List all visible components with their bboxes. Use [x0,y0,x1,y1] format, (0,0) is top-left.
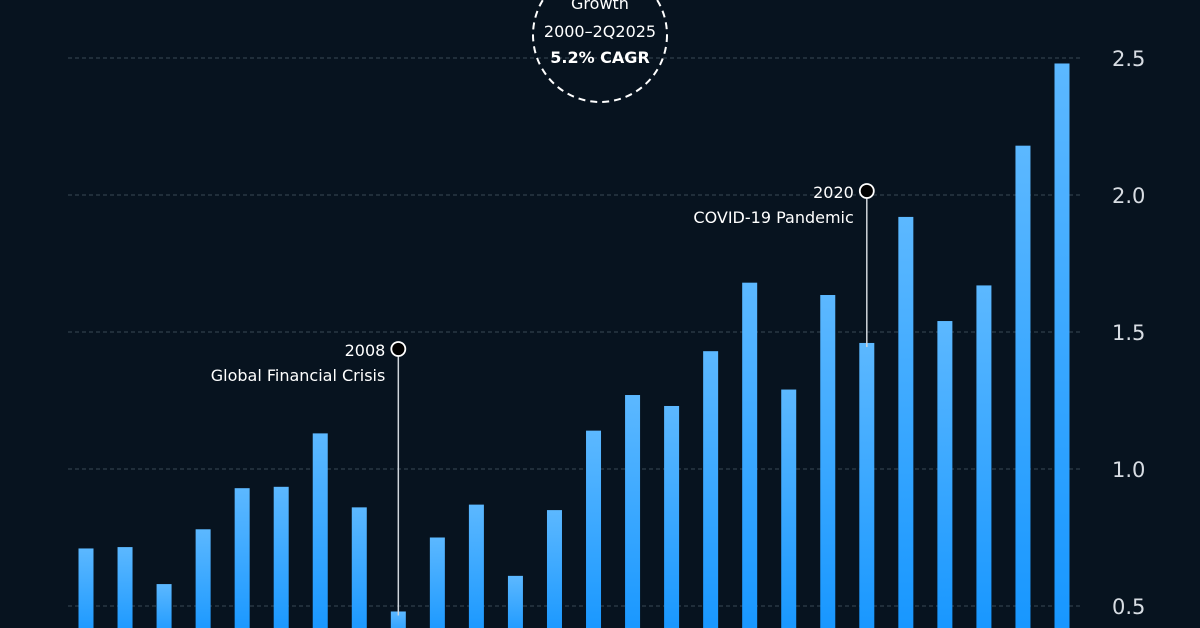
cagr-badge: Growth 2000–2Q2025 5.2% CAGR [532,0,668,103]
annotation-2020: 2020 COVID-19 Pandemic [693,183,875,347]
bars [78,63,1070,628]
bar-2007 [351,507,367,628]
y-tick-label: 2.0 [1112,184,1145,208]
bar-2021 [898,216,914,628]
badge-line1: Growth [571,0,629,13]
bar-2002 [156,584,172,628]
y-tick-label: 1.5 [1112,321,1145,345]
bar-2011 [507,575,523,628]
bar-2018 [781,389,797,628]
gridlines [68,57,1082,607]
bar-2006 [312,433,328,628]
y-axis: 0.5 1.0 1.5 2.0 2.5 [1112,47,1145,619]
bar-2003 [195,529,211,628]
bar-2013 [586,430,602,628]
bar-2016 [703,351,719,628]
bar-2025 [1054,63,1070,628]
y-tick-label: 2.5 [1112,47,1145,71]
annotation-label: COVID-19 Pandemic [693,208,853,227]
bar-2005 [273,486,289,628]
bar-2020 [859,342,875,628]
bar-2019 [820,295,836,628]
annotation-marker [858,183,875,199]
annotation-marker [390,341,407,357]
annotation-2008: 2008 Global Financial Crisis [211,341,407,616]
bar-2012 [546,510,562,628]
y-tick-label: 1.0 [1112,458,1145,482]
y-tick-label: 0.5 [1112,595,1145,619]
bar-2000 [78,548,94,628]
bar-2014 [625,395,641,628]
bar-2009 [429,537,445,628]
bar-2015 [664,405,680,628]
annotations: 2008 Global Financial Crisis 2020 COVID-19 … [211,183,875,616]
annotation-year: 2020 [813,183,854,202]
bar-2022 [937,321,953,628]
bar-2010 [468,504,484,628]
bar-2008 [390,611,406,628]
badge-circle [532,0,668,103]
bar-2001 [117,547,133,628]
badge-line3: 5.2% CAGR [550,48,650,67]
bar-2004 [234,488,250,628]
badge-line2: 2000–2Q2025 [544,22,656,41]
bar-2017 [742,282,758,628]
bar-2023 [976,285,992,628]
annotation-label: Global Financial Crisis [211,366,386,385]
bar-2024 [1015,145,1031,628]
annotation-year: 2008 [345,341,386,360]
